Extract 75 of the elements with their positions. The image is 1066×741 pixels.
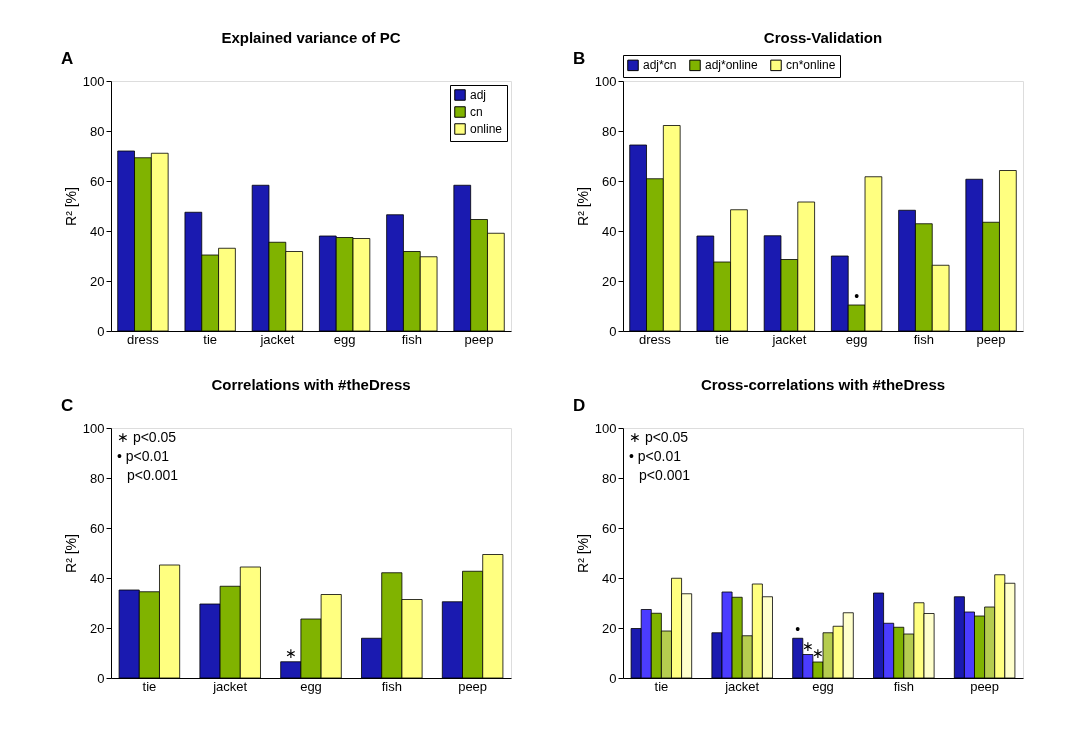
chart-title: Explained variance of PC	[221, 29, 401, 46]
x-tick-label: tie	[142, 678, 157, 694]
x-tick-label: dress	[639, 331, 672, 347]
chart-title: Cross-correlations with #theDress	[700, 376, 946, 393]
annotation: ∗ p<0.05	[629, 429, 689, 445]
x-tick-label: fish	[401, 331, 422, 347]
y-tick-label: 0	[609, 323, 617, 339]
text: A	[61, 49, 74, 68]
legend-label: cn	[470, 105, 483, 119]
y-tick-label: 0	[609, 670, 617, 686]
x-tick-label: fish	[893, 678, 914, 694]
x-tick-label: egg	[333, 331, 356, 347]
annotation: • p<0.01	[629, 448, 682, 464]
x-tick-label: jacket	[259, 331, 295, 347]
x-tick-label: tie	[654, 678, 669, 694]
x-tick-label: jacket	[771, 331, 807, 347]
y-tick-label: 80	[602, 123, 617, 139]
y-tick-label: 80	[90, 470, 105, 486]
y-axis-title: R² [%]	[574, 187, 591, 226]
annotation: ∗	[284, 644, 297, 661]
y-tick-label: 0	[97, 323, 105, 339]
y-tick-label: 60	[90, 520, 105, 536]
x-tick-label: egg	[300, 678, 322, 694]
annotation: ∗ p<0.05	[117, 429, 177, 445]
annotation: p<0.001	[639, 467, 691, 483]
legend-label: cn*online	[786, 58, 836, 73]
y-tick-label: 40	[602, 570, 617, 586]
annotation: •	[795, 621, 801, 638]
x-tick-label: peep	[464, 331, 494, 347]
annotation: ∗	[811, 645, 824, 661]
annotation: •	[854, 288, 860, 304]
x-tick-label: jacket	[724, 678, 760, 694]
text: B	[573, 49, 586, 68]
y-tick-label: 100	[82, 73, 105, 89]
y-tick-label: 0	[97, 670, 105, 686]
y-tick-label: 60	[90, 173, 105, 189]
y-axis-title: R² [%]	[574, 534, 591, 573]
y-tick-label: 40	[602, 223, 617, 239]
y-axis-title: R² [%]	[62, 534, 79, 573]
y-tick-label: 100	[594, 420, 617, 436]
y-tick-label: 80	[602, 470, 617, 486]
y-tick-label: 20	[90, 620, 105, 636]
x-tick-label: jacket	[212, 678, 248, 694]
y-tick-label: 20	[602, 620, 617, 636]
x-tick-label: dress	[127, 331, 160, 347]
y-tick-label: 20	[602, 273, 617, 289]
text: C	[61, 396, 74, 415]
y-axis-title: R² [%]	[62, 187, 79, 226]
legend-label: online	[470, 122, 503, 136]
y-tick-label: 100	[594, 73, 617, 89]
y-tick-label: 40	[90, 223, 105, 239]
legend-label: adj*cn	[643, 58, 677, 73]
x-tick-label: peep	[970, 678, 1000, 694]
x-tick-label: egg	[845, 331, 868, 347]
x-tick-label: tie	[715, 331, 730, 347]
chart-title: Correlations with #theDress	[211, 376, 411, 393]
y-tick-label: 40	[90, 570, 105, 586]
legend-label: adj*online	[705, 58, 759, 73]
x-tick-label: peep	[976, 331, 1006, 347]
x-tick-label: peep	[458, 678, 488, 694]
x-tick-label: tie	[203, 331, 218, 347]
y-tick-label: 60	[602, 173, 617, 189]
x-tick-label: egg	[812, 678, 834, 694]
y-tick-label: 80	[90, 123, 105, 139]
x-tick-label: fish	[913, 331, 934, 347]
legend-label: adj	[470, 88, 487, 102]
chart-title: Cross-Validation	[763, 29, 883, 46]
y-tick-label: 20	[90, 273, 105, 289]
annotation: • p<0.01	[117, 448, 170, 464]
text: D	[573, 396, 586, 415]
annotation: p<0.001	[127, 467, 179, 483]
x-tick-label: fish	[381, 678, 402, 694]
y-tick-label: 60	[602, 520, 617, 536]
annotation: ∗	[801, 637, 814, 654]
y-tick-label: 100	[82, 420, 105, 436]
